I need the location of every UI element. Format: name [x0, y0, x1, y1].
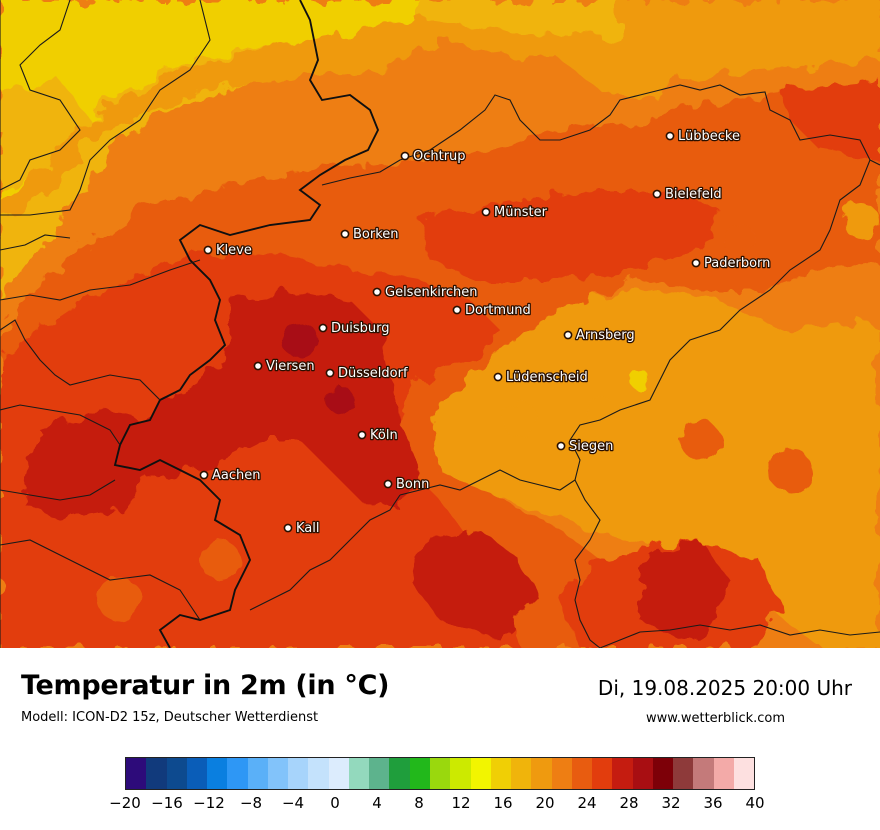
legend-swatch	[693, 758, 714, 789]
legend-tick-label: −12	[193, 794, 225, 812]
city-dot-dortmund	[452, 305, 462, 315]
legend-swatch	[673, 758, 694, 789]
legend-swatch	[592, 758, 613, 789]
city-dot-viersen	[253, 361, 263, 371]
legend-tick-label: 8	[414, 794, 424, 812]
color-scale-legend	[125, 757, 755, 790]
legend-tick-label: 4	[372, 794, 382, 812]
legend-tick-label: 20	[535, 794, 555, 812]
legend-swatch	[652, 758, 674, 789]
legend-tick-label: −4	[281, 794, 305, 812]
legend-swatch	[146, 758, 167, 789]
city-label-kall: Kall	[296, 521, 320, 536]
legend-swatch	[470, 758, 491, 789]
state-borders	[0, 0, 880, 648]
legend-swatch	[348, 758, 370, 789]
map-title: Temperatur in 2m (in °C)	[21, 670, 390, 701]
city-markers: Lübbecke Ochtrup Bielefeld Münster Borken Kle…	[199, 128, 772, 537]
city-label-siegen: Siegen	[569, 439, 613, 454]
legend-swatch	[207, 758, 228, 789]
legend-tick-label: 32	[661, 794, 681, 812]
city-dot-m-nster	[481, 207, 491, 217]
legend-tick-label: 40	[745, 794, 765, 812]
city-label-borken: Borken	[353, 227, 399, 242]
city-dot-l-bbecke	[665, 131, 675, 141]
city-dot-bonn	[383, 479, 393, 489]
legend-swatch	[490, 758, 512, 789]
city-label-dortmund: Dortmund	[465, 303, 531, 318]
legend-swatch	[409, 758, 430, 789]
city-label-viersen: Viersen	[266, 359, 315, 374]
city-label-paderborn: Paderborn	[704, 256, 770, 271]
city-label-bonn: Bonn	[396, 477, 429, 492]
legend-swatch	[369, 758, 390, 789]
legend-swatch	[733, 758, 755, 789]
city-dot-aachen	[199, 470, 209, 480]
city-dot-arnsberg	[563, 330, 573, 340]
legend-swatch	[186, 758, 208, 789]
city-label-kleve: Kleve	[216, 243, 252, 258]
legend-swatch	[308, 758, 329, 789]
city-label-bielefeld: Bielefeld	[665, 187, 722, 202]
national-borders	[0, 0, 380, 648]
city-dot-k-ln	[357, 430, 367, 440]
city-dot-bielefeld	[652, 189, 662, 199]
legend-swatch	[166, 758, 187, 789]
legend-swatch	[328, 758, 349, 789]
model-credit: Modell: ICON-D2 15z, Deutscher Wetterdie…	[21, 710, 319, 725]
city-dot-d-sseldorf	[325, 368, 335, 378]
legend-swatch	[227, 758, 248, 789]
city-dot-ochtrup	[400, 151, 410, 161]
legend-tick-label: −16	[151, 794, 183, 812]
legend-tick-label: −20	[109, 794, 141, 812]
city-dot-paderborn	[691, 258, 701, 268]
legend-tick-label: 12	[451, 794, 471, 812]
forecast-datetime: Di, 19.08.2025 20:00 Uhr	[597, 676, 852, 700]
legend-swatch	[551, 758, 572, 789]
city-label-d-sseldorf: Düsseldorf	[338, 366, 408, 381]
city-label-k-ln: Köln	[370, 428, 398, 443]
website-link[interactable]: www.wetterblick.com	[646, 711, 786, 726]
city-dot-kall	[283, 523, 293, 533]
legend-swatch	[267, 758, 289, 789]
city-label-duisburg: Duisburg	[331, 321, 390, 336]
city-dot-siegen	[556, 441, 566, 451]
city-label-gelsenkirchen: Gelsenkirchen	[385, 285, 478, 300]
city-label-m-nster: Münster	[494, 205, 548, 220]
legend-tick-label: −8	[239, 794, 263, 812]
legend-swatch	[531, 758, 552, 789]
city-label-ochtrup: Ochtrup	[413, 149, 466, 164]
city-dot-gelsenkirchen	[372, 287, 382, 297]
city-dot-l-denscheid	[493, 372, 503, 382]
legend-swatch	[288, 758, 309, 789]
city-label-l-denscheid: Lüdenscheid	[506, 370, 588, 385]
legend-swatch	[571, 758, 593, 789]
city-label-arnsberg: Arnsberg	[576, 328, 635, 343]
legend-swatch	[450, 758, 471, 789]
legend-swatch	[632, 758, 653, 789]
legend-swatch	[612, 758, 633, 789]
city-label-aachen: Aachen	[212, 468, 260, 483]
legend-swatch	[389, 758, 410, 789]
legend-swatch	[429, 758, 451, 789]
legend-swatch	[126, 758, 147, 789]
city-dot-kleve	[203, 245, 213, 255]
legend-swatch	[511, 758, 532, 789]
legend-swatch	[713, 758, 734, 789]
city-dot-borken	[340, 229, 350, 239]
city-label-l-bbecke: Lübbecke	[678, 129, 740, 144]
legend-tick-label: 28	[619, 794, 639, 812]
temperature-map: Lübbecke Ochtrup Bielefeld Münster Borken Kle…	[0, 0, 880, 648]
temperature-speckles	[98, 202, 878, 622]
legend-tick-label: 36	[703, 794, 723, 812]
legend-tick-label: 0	[330, 794, 340, 812]
legend-tick-label: 24	[577, 794, 597, 812]
color-scale-ticks: −20 −16 −12 −8 −4 0 4 8 12 16 20 24 28 32 36 40	[109, 794, 764, 820]
city-dot-duisburg	[318, 323, 328, 333]
legend-swatch	[247, 758, 268, 789]
temperature-isotherm-fills	[0, 0, 880, 648]
legend-tick-label: 16	[493, 794, 513, 812]
